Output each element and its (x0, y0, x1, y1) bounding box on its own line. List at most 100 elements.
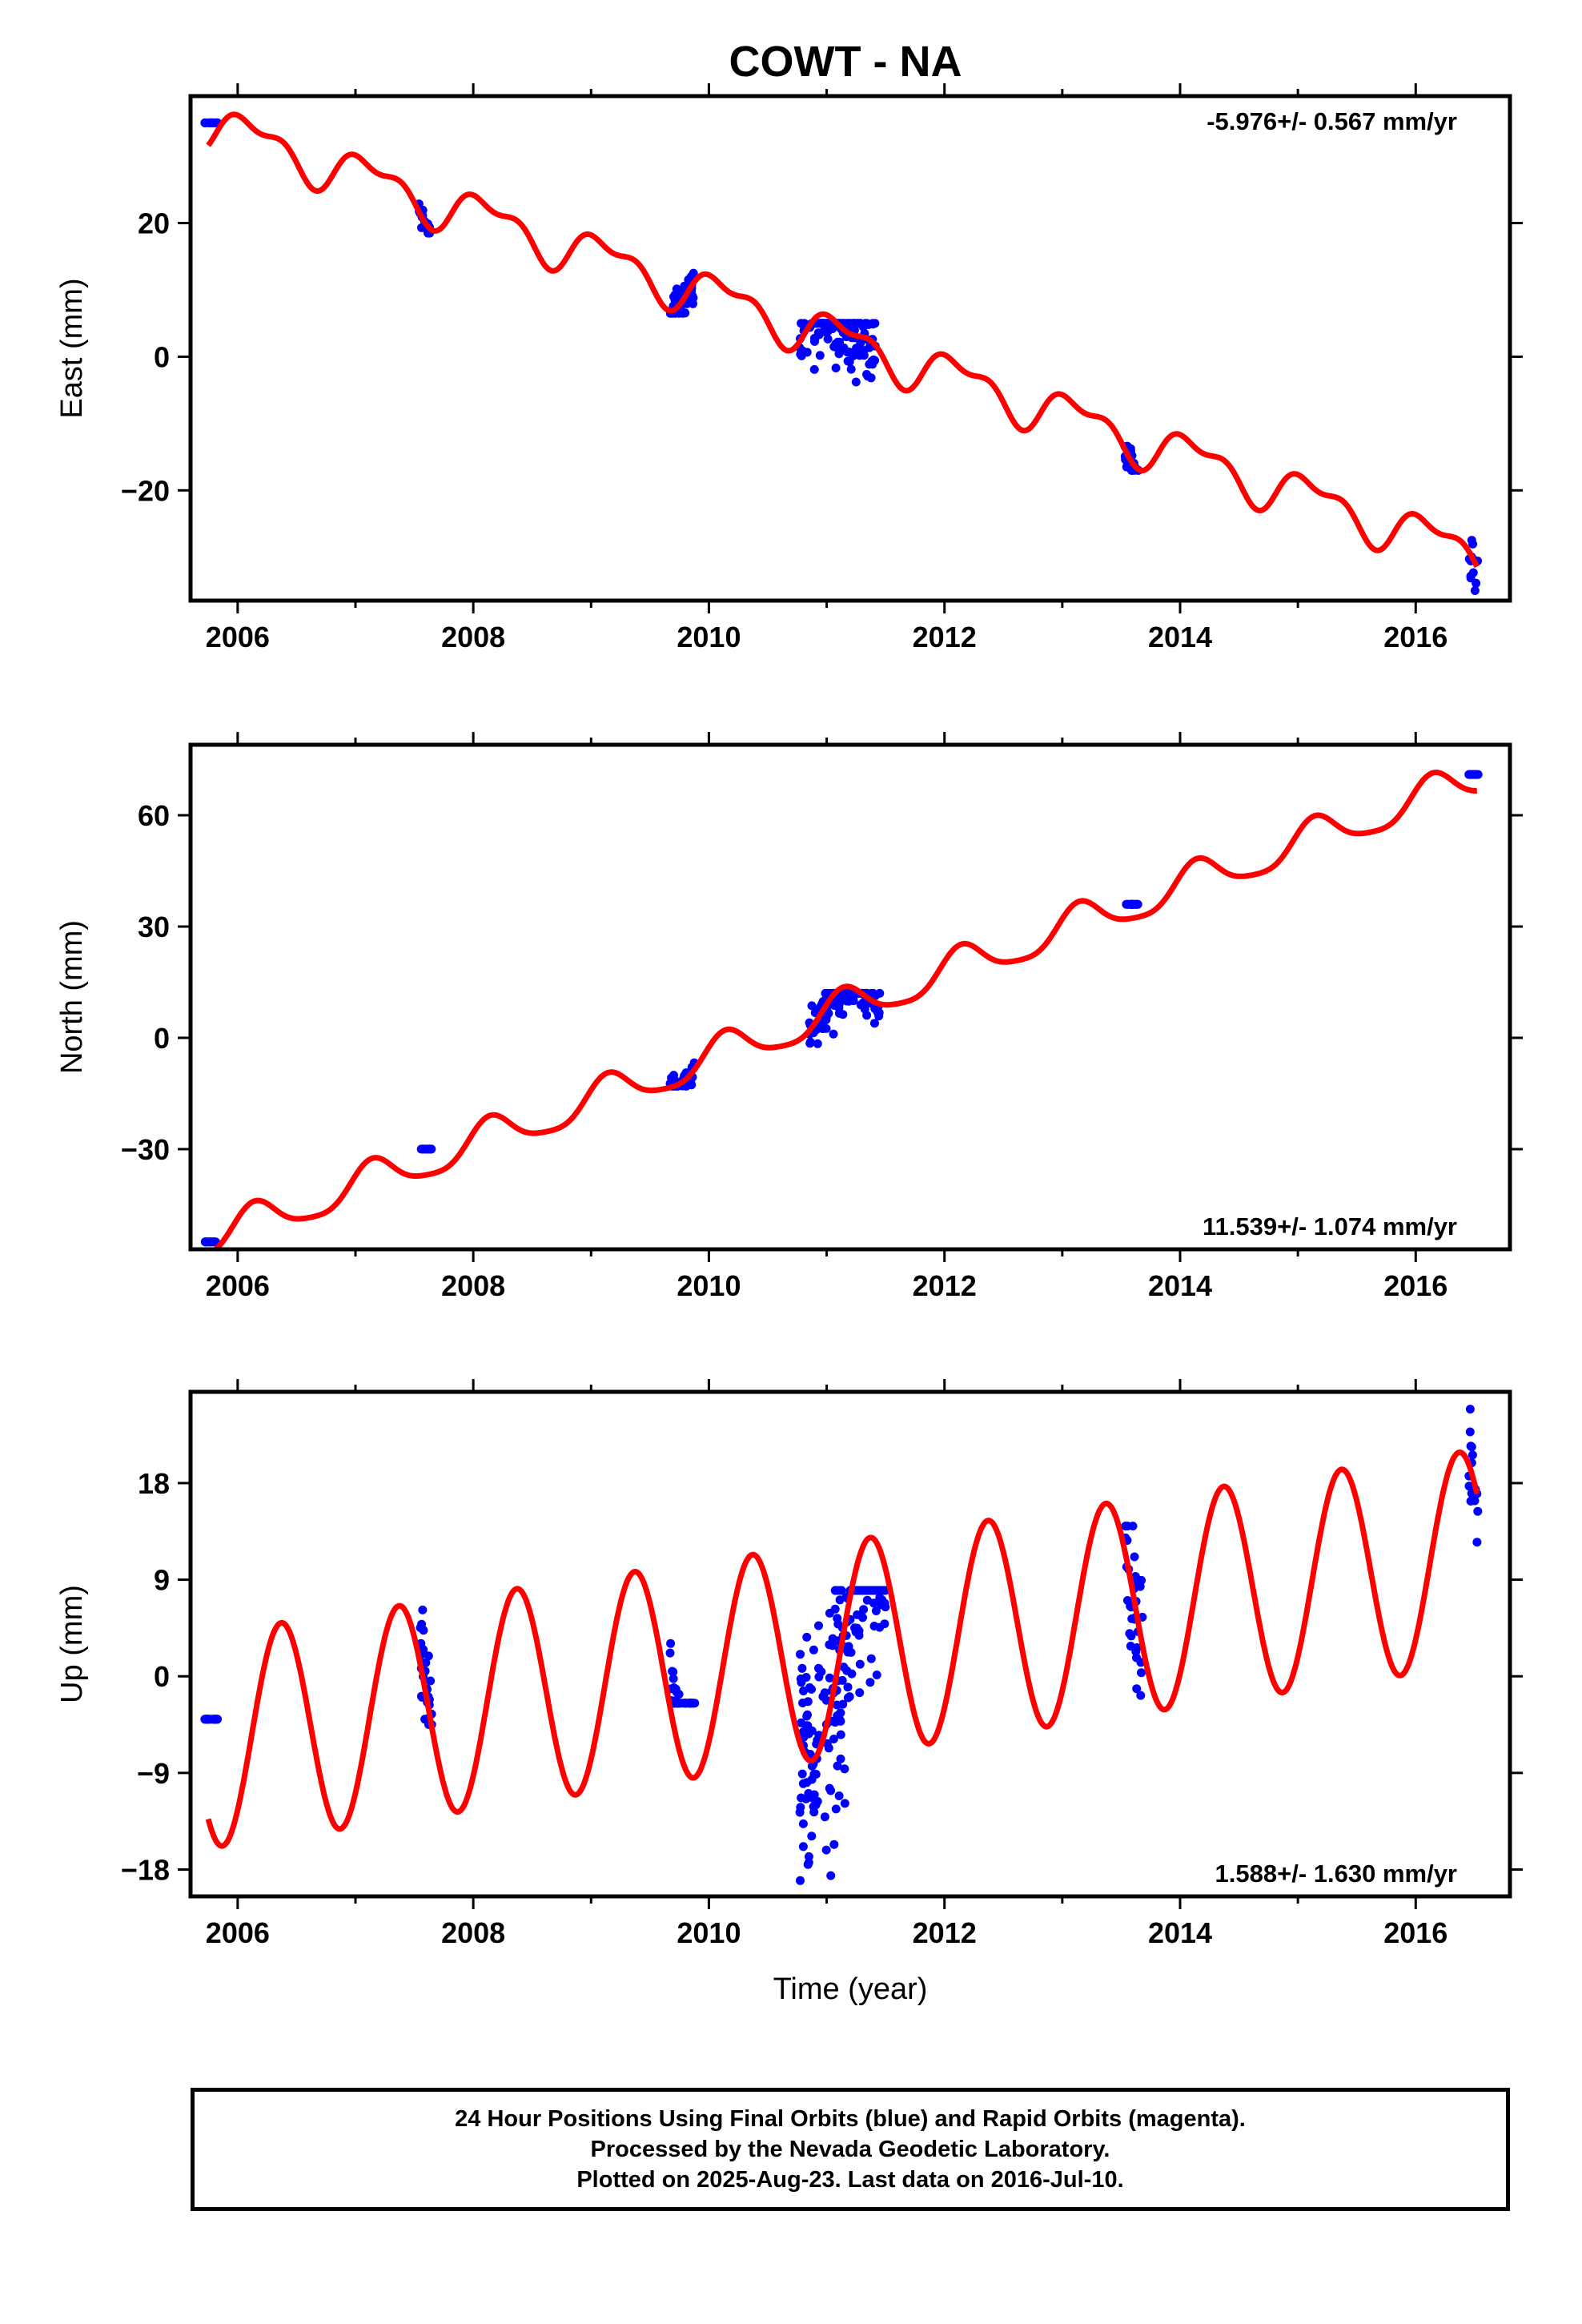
y-tick-label: −9 (137, 1757, 170, 1790)
data-point (1126, 1631, 1136, 1641)
data-point (870, 319, 880, 328)
y-tick-label: −18 (121, 1853, 170, 1886)
data-point (854, 1630, 864, 1640)
data-point (862, 370, 871, 379)
x-tick-label: 2016 (1383, 1916, 1447, 1949)
data-point (869, 1019, 879, 1028)
data-point (833, 1700, 841, 1710)
data-point (1472, 578, 1481, 588)
data-point (418, 1605, 428, 1614)
data-point (1137, 1668, 1146, 1678)
data-point (805, 1683, 814, 1692)
x-tick-label: 2010 (677, 1269, 741, 1302)
data-point (1470, 586, 1480, 595)
data-point (825, 1783, 834, 1793)
data-point (872, 1671, 881, 1679)
data-point (829, 1735, 838, 1743)
data-point (802, 1711, 812, 1721)
data-point (801, 1673, 811, 1682)
data-point (834, 1791, 844, 1800)
rate-label: 11.539+/- 1.074 mm/yr (1203, 1212, 1457, 1240)
y-tick-label: 18 (138, 1467, 170, 1500)
data-point (426, 1144, 436, 1154)
data-point (865, 343, 874, 352)
x-tick-label: 2006 (206, 1269, 270, 1302)
x-tick-label: 2008 (441, 621, 505, 653)
data-point (826, 1871, 836, 1880)
data-point (875, 1622, 885, 1632)
y-tick-label: 60 (138, 799, 170, 832)
data-point (858, 1613, 867, 1622)
data-point (207, 1237, 217, 1247)
data-point (861, 1586, 869, 1595)
data-point (881, 1602, 890, 1612)
data-point (869, 988, 878, 998)
data-point (798, 1779, 808, 1788)
observations-east (200, 118, 1483, 595)
data-point (821, 1023, 831, 1033)
data-point (804, 1858, 813, 1868)
data-point (877, 1595, 887, 1605)
plot-frame (188, 1389, 1512, 1899)
data-point (842, 348, 852, 357)
data-point (1132, 1684, 1142, 1694)
x-tick-label: 2016 (1383, 621, 1447, 653)
chart-title: COWT - NA (729, 38, 962, 86)
x-tick-label: 2014 (1148, 1269, 1212, 1302)
plot-frame (188, 742, 1512, 1252)
data-point (852, 319, 861, 328)
data-point (797, 1663, 807, 1673)
data-point (871, 1606, 881, 1615)
data-point (668, 1667, 677, 1676)
footer-caption: 24 Hour Positions Using Final Orbits (bl… (191, 2088, 1510, 2211)
data-point (811, 1770, 821, 1779)
data-point (1122, 899, 1132, 909)
x-tick-label: 2014 (1148, 621, 1212, 653)
data-point (809, 1807, 819, 1817)
x-tick-label: 2012 (913, 621, 977, 653)
data-point (829, 1029, 838, 1039)
data-point (836, 1586, 845, 1595)
data-point (681, 1699, 691, 1708)
y-tick-label: −20 (121, 474, 170, 507)
footer-line-3: Plotted on 2025-Aug-23. Last data on 201… (576, 2167, 1124, 2193)
rate-label: 1.588+/- 1.630 mm/yr (1215, 1860, 1457, 1888)
data-point (821, 1845, 831, 1855)
data-point (856, 1000, 865, 1010)
data-point (1130, 1552, 1139, 1562)
data-point (834, 1008, 844, 1018)
data-point (823, 334, 833, 344)
data-point (818, 319, 828, 328)
data-point (809, 1645, 818, 1655)
y-tick-label: 0 (154, 1660, 170, 1693)
y-tick-label: 0 (154, 1022, 170, 1055)
data-point (803, 1721, 813, 1731)
data-point (851, 377, 861, 387)
data-point (671, 1684, 681, 1694)
data-point (820, 1812, 829, 1822)
data-point (1472, 770, 1481, 779)
data-point (1126, 1642, 1135, 1651)
data-point (424, 1651, 433, 1661)
data-point (666, 1638, 676, 1648)
data-point (807, 1831, 817, 1841)
data-point (836, 1754, 845, 1763)
data-point (836, 1708, 845, 1718)
data-point (797, 319, 806, 328)
data-point (1472, 1538, 1482, 1547)
x-tick-label: 2012 (913, 1269, 977, 1302)
data-point (859, 1605, 869, 1614)
data-point (834, 343, 843, 352)
data-point (815, 351, 825, 360)
data-point (1466, 1497, 1476, 1506)
panels: 2006 2008 2010 2012 2014 2016 −20 0 20 East (mm) -… (55, 83, 1523, 2006)
data-point (830, 1604, 840, 1614)
data-point (417, 1619, 427, 1629)
data-point (834, 999, 844, 1009)
data-point (840, 1764, 849, 1774)
data-point (833, 1761, 842, 1771)
data-point (665, 1648, 675, 1658)
data-point (820, 1688, 829, 1698)
data-point (862, 1011, 872, 1020)
data-point (802, 348, 812, 357)
